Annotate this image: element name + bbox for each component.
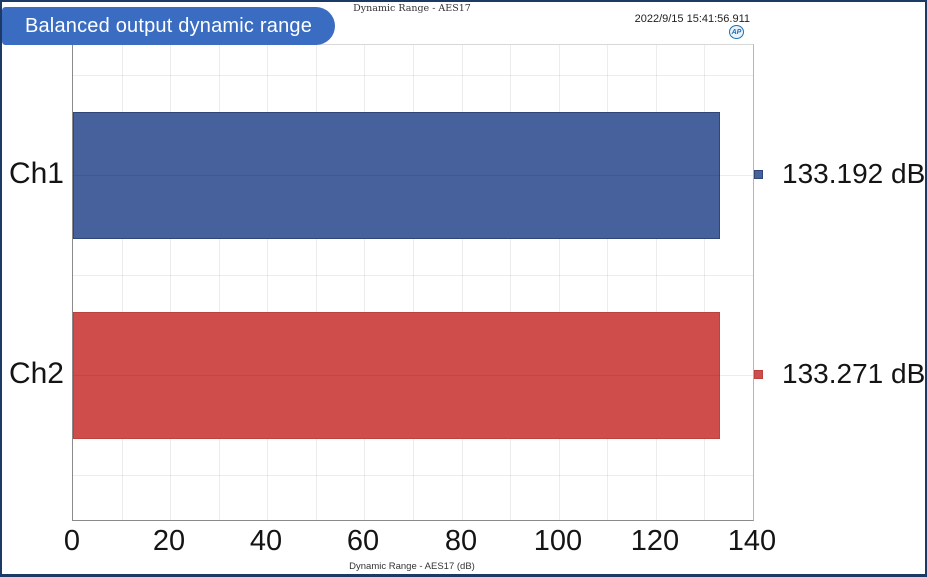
title-badge-label: Balanced output dynamic range [24,14,313,37]
category-label-ch2: Ch2 [8,357,64,390]
chart-title: Dynamic Range - AES17 [353,3,471,14]
vertical-gridline [656,45,657,520]
value-marker-ch1 [754,170,763,179]
vertical-gridline [462,45,463,520]
x-axis-caption: Dynamic Range - AES17 (dB) [349,561,475,572]
value-label-ch1: 133.192 dB [782,158,926,189]
horizontal-gridline [73,375,753,376]
vertical-gridline [316,45,317,520]
plot-area [72,44,754,521]
x-tick-label: 80 [444,525,478,557]
x-tick-label: 120 [630,525,680,557]
vertical-gridline [607,45,608,520]
category-label-ch1: Ch1 [8,157,64,190]
x-tick-label: 60 [346,525,380,557]
vertical-gridline [219,45,220,520]
horizontal-gridline [73,475,753,476]
vertical-gridline [267,45,268,520]
bar-ch2 [73,311,720,439]
timestamp: 2022/9/15 15:41:56.911 [634,13,750,25]
vertical-gridline [510,45,511,520]
bar-ch1 [73,111,720,239]
x-tick-label: 140 [727,525,777,557]
x-tick-label: 100 [533,525,583,557]
vertical-gridline [413,45,414,520]
vertical-gridline [170,45,171,520]
value-marker-ch2 [754,370,763,379]
title-badge: Balanced output dynamic range [2,7,335,45]
vertical-gridline [704,45,705,520]
ap-logo-icon: AP [729,25,744,39]
value-label-ch2: 133.271 dB [782,358,926,389]
vertical-gridline [122,45,123,520]
vertical-gridline [364,45,365,520]
horizontal-gridline [73,175,753,176]
ap-logo-text: AP [731,28,742,36]
x-tick-label: 0 [63,525,81,557]
horizontal-gridline [73,75,753,76]
x-tick-label: 40 [249,525,283,557]
horizontal-gridline [73,275,753,276]
vertical-gridline [559,45,560,520]
x-tick-label: 20 [152,525,186,557]
